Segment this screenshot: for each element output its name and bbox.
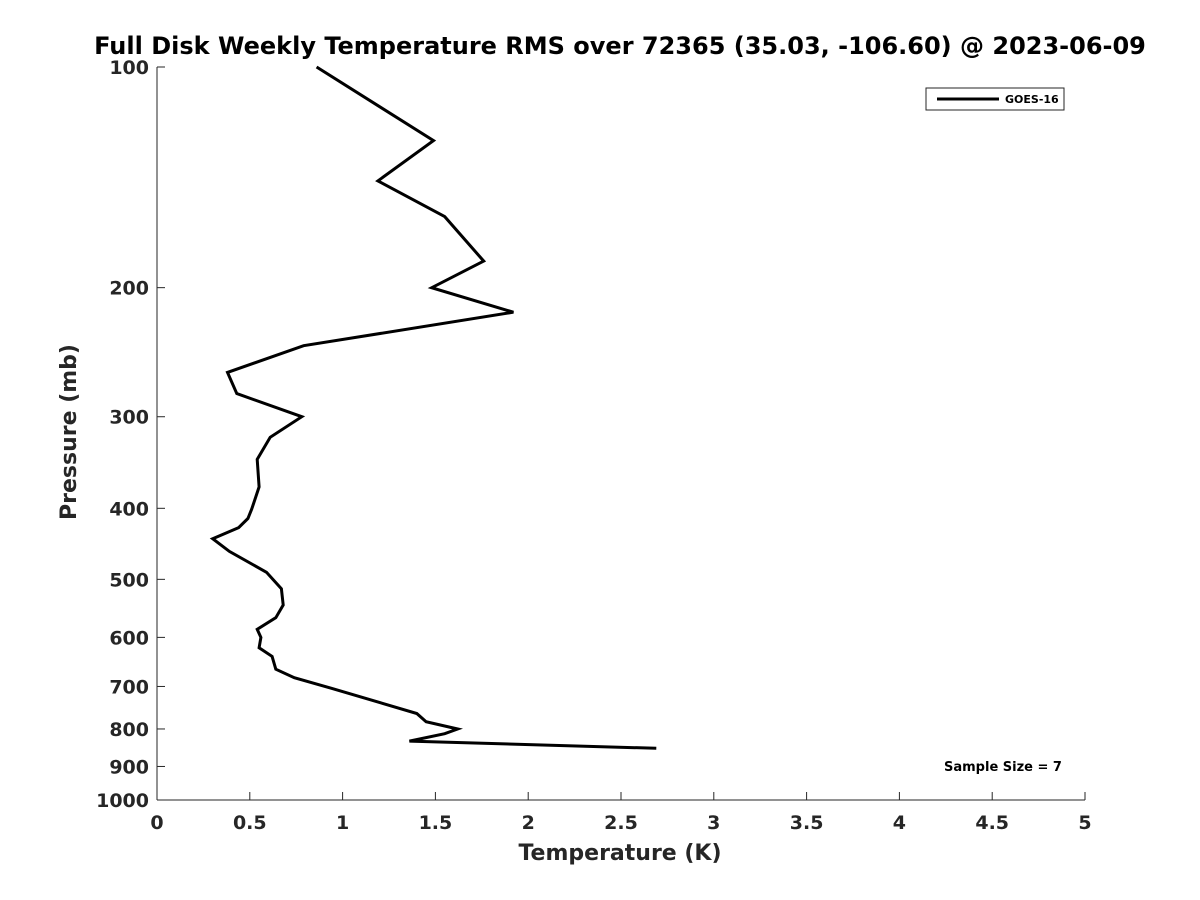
y-tick-label: 900 bbox=[109, 756, 149, 778]
x-tick-label: 4.5 bbox=[975, 812, 1009, 834]
y-tick-label: 1000 bbox=[96, 790, 149, 812]
y-tick-label: 500 bbox=[109, 569, 149, 591]
axes bbox=[156, 67, 1085, 801]
x-tick-label: 4 bbox=[893, 812, 906, 834]
y-tick-label: 400 bbox=[109, 498, 149, 520]
series-layer bbox=[209, 65, 657, 750]
x-tick-label: 5 bbox=[1078, 812, 1091, 834]
y-tick-label: 300 bbox=[109, 407, 149, 429]
sample-size-annotation: Sample Size = 7 bbox=[944, 760, 1062, 775]
y-tick-label: 100 bbox=[109, 57, 149, 79]
y-tick-label: 600 bbox=[109, 627, 149, 649]
y-axis-label: Pressure (mb) bbox=[57, 344, 82, 520]
y-tick-label: 200 bbox=[109, 278, 149, 300]
legend-label: GOES-16 bbox=[1005, 93, 1059, 106]
y-axis-ticks: 100 200 300 400 500 600 700 800 900 1000 bbox=[96, 57, 165, 812]
y-tick-label: 700 bbox=[109, 676, 149, 698]
x-tick-label: 0 bbox=[150, 812, 163, 834]
x-tick-label: 2 bbox=[522, 812, 535, 834]
x-tick-label: 2.5 bbox=[604, 812, 638, 834]
y-tick-label: 800 bbox=[109, 719, 149, 741]
x-axis-label: Temperature (K) bbox=[518, 841, 721, 866]
series-line-0 bbox=[209, 65, 657, 750]
chart-title: Full Disk Weekly Temperature RMS over 72… bbox=[94, 32, 1146, 60]
x-tick-label: 3.5 bbox=[790, 812, 824, 834]
x-tick-label: 1.5 bbox=[419, 812, 453, 834]
legend: GOES-16 bbox=[925, 87, 1065, 111]
x-tick-label: 0.5 bbox=[233, 812, 267, 834]
x-tick-label: 3 bbox=[707, 812, 720, 834]
x-axis-ticks: 0 0.5 1 1.5 2 2.5 3 3.5 4 4.5 5 bbox=[150, 792, 1092, 834]
x-tick-label: 1 bbox=[336, 812, 349, 834]
